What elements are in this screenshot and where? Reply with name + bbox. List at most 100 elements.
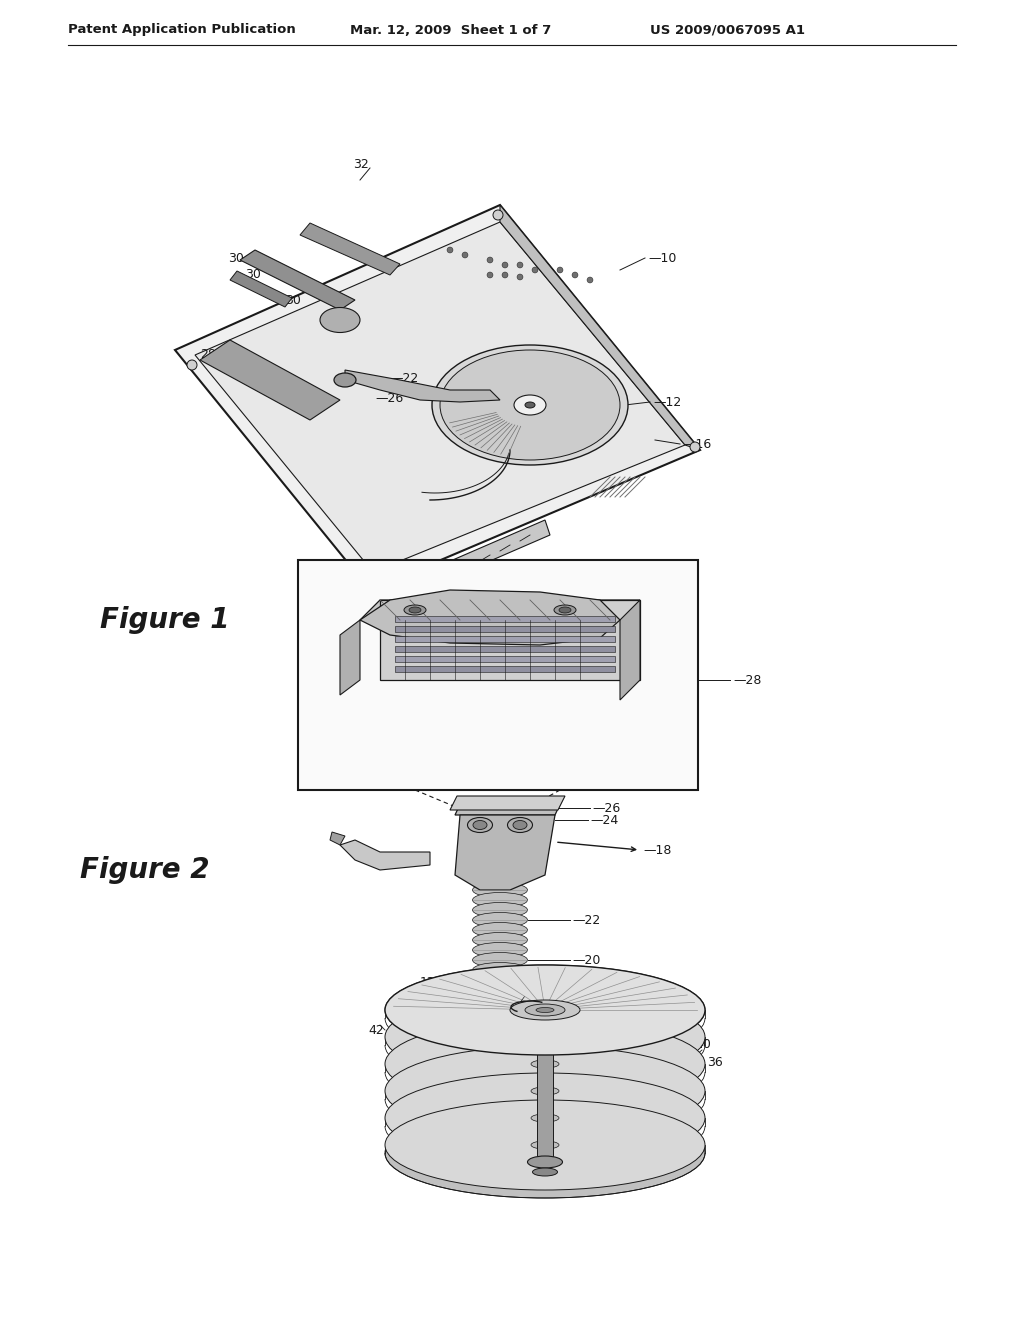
Circle shape xyxy=(517,275,523,280)
Circle shape xyxy=(517,261,523,268)
Polygon shape xyxy=(360,590,620,645)
Bar xyxy=(298,560,698,789)
Ellipse shape xyxy=(385,1107,705,1199)
Polygon shape xyxy=(300,223,400,275)
Ellipse shape xyxy=(472,973,527,987)
Text: Patent Application Publication: Patent Application Publication xyxy=(68,24,296,37)
Ellipse shape xyxy=(385,1100,705,1191)
Text: 40: 40 xyxy=(635,994,651,1006)
Ellipse shape xyxy=(514,395,546,414)
Bar xyxy=(537,985,553,1166)
Ellipse shape xyxy=(319,308,360,333)
Polygon shape xyxy=(175,205,700,590)
Text: a: a xyxy=(480,779,485,788)
Text: Figure 2: Figure 2 xyxy=(80,855,210,884)
Ellipse shape xyxy=(404,605,426,615)
Polygon shape xyxy=(395,616,615,622)
Polygon shape xyxy=(380,601,640,680)
Text: 43: 43 xyxy=(385,1003,400,1016)
Ellipse shape xyxy=(472,923,527,937)
Text: —20: —20 xyxy=(449,388,476,401)
Ellipse shape xyxy=(531,1140,559,1148)
Ellipse shape xyxy=(554,605,575,615)
Text: 40: 40 xyxy=(660,1008,676,1022)
Circle shape xyxy=(587,277,593,282)
Text: Figure 1: Figure 1 xyxy=(100,606,229,634)
Text: —28: —28 xyxy=(733,673,762,686)
Text: —10: —10 xyxy=(648,252,677,264)
Ellipse shape xyxy=(531,1034,559,1041)
Polygon shape xyxy=(620,601,640,700)
Text: —18: —18 xyxy=(643,843,672,857)
Ellipse shape xyxy=(472,932,527,948)
Text: +: + xyxy=(535,777,545,788)
Text: —18: —18 xyxy=(452,378,480,391)
Circle shape xyxy=(557,267,563,273)
Ellipse shape xyxy=(385,1019,705,1109)
Circle shape xyxy=(493,210,503,220)
Polygon shape xyxy=(360,601,640,620)
Text: —14: —14 xyxy=(560,416,588,429)
Ellipse shape xyxy=(440,350,620,459)
Polygon shape xyxy=(340,840,430,870)
Polygon shape xyxy=(455,800,562,814)
Ellipse shape xyxy=(525,403,535,408)
Polygon shape xyxy=(340,620,360,696)
Ellipse shape xyxy=(472,953,527,968)
Polygon shape xyxy=(395,667,615,672)
Polygon shape xyxy=(395,656,615,663)
Polygon shape xyxy=(345,370,500,403)
Text: —22: —22 xyxy=(572,913,600,927)
Ellipse shape xyxy=(472,1002,527,1018)
Ellipse shape xyxy=(472,942,527,957)
Ellipse shape xyxy=(559,607,571,612)
Ellipse shape xyxy=(468,817,493,833)
Text: —20: —20 xyxy=(572,953,600,966)
Text: 42: 42 xyxy=(368,1023,384,1036)
Ellipse shape xyxy=(510,1001,580,1020)
Text: 28—: 28— xyxy=(200,348,228,362)
Polygon shape xyxy=(330,832,345,845)
Circle shape xyxy=(502,261,508,268)
Ellipse shape xyxy=(472,962,527,978)
Circle shape xyxy=(690,442,700,451)
Text: 15: 15 xyxy=(490,1159,506,1172)
Ellipse shape xyxy=(508,817,532,833)
Ellipse shape xyxy=(472,993,527,1007)
Text: —22: —22 xyxy=(390,371,418,384)
Circle shape xyxy=(487,272,493,279)
Polygon shape xyxy=(240,249,355,310)
Ellipse shape xyxy=(472,883,527,898)
Polygon shape xyxy=(230,271,292,308)
Text: 12: 12 xyxy=(420,975,436,989)
Polygon shape xyxy=(195,222,685,572)
Text: 34: 34 xyxy=(582,1162,598,1175)
Polygon shape xyxy=(395,645,615,652)
Text: —26: —26 xyxy=(592,801,621,814)
Circle shape xyxy=(502,272,508,279)
Ellipse shape xyxy=(472,982,527,998)
Ellipse shape xyxy=(531,1060,559,1068)
Polygon shape xyxy=(450,796,565,810)
Text: —24: —24 xyxy=(590,813,618,826)
Ellipse shape xyxy=(385,1045,705,1137)
Ellipse shape xyxy=(513,821,527,829)
Ellipse shape xyxy=(472,912,527,928)
Ellipse shape xyxy=(385,1073,705,1163)
Ellipse shape xyxy=(532,1168,557,1176)
Polygon shape xyxy=(455,814,555,890)
Text: 40: 40 xyxy=(680,1023,696,1036)
Text: —26: —26 xyxy=(375,392,403,404)
Ellipse shape xyxy=(473,821,487,829)
Ellipse shape xyxy=(531,1114,559,1122)
Polygon shape xyxy=(395,636,615,642)
Text: 30: 30 xyxy=(228,252,244,264)
Text: 32: 32 xyxy=(353,158,369,172)
Ellipse shape xyxy=(527,1156,562,1168)
Polygon shape xyxy=(425,520,550,587)
Text: —24: —24 xyxy=(380,381,409,395)
Circle shape xyxy=(572,272,578,279)
Ellipse shape xyxy=(334,374,356,387)
Circle shape xyxy=(492,974,508,990)
Polygon shape xyxy=(395,626,615,632)
